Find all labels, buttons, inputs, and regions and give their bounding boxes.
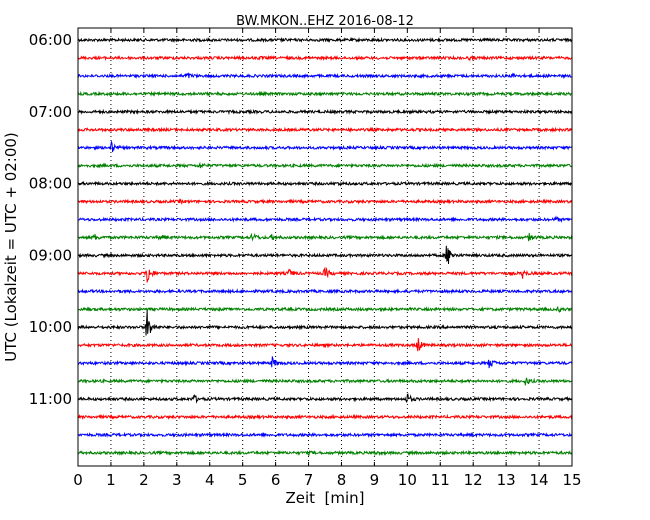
x-tick-label: 13 <box>497 471 516 489</box>
seismogram-trace <box>77 90 573 97</box>
x-tick-label: 12 <box>464 471 483 489</box>
seismogram-trace <box>77 305 573 314</box>
seismogram-trace <box>77 288 573 295</box>
seismogram-trace <box>77 36 573 44</box>
seismogram-trace <box>77 139 573 153</box>
seismogram-trace <box>77 126 573 133</box>
y-axis-label: UTC (Lokalzeit = UTC + 02:00) <box>2 132 20 362</box>
seismogram-trace <box>77 180 573 187</box>
seismogram-trace <box>77 245 573 264</box>
x-tick-label: 6 <box>271 471 281 489</box>
x-tick-label: 11 <box>431 471 450 489</box>
chart-title: BW.MKON..EHZ 2016-08-12 <box>236 14 414 29</box>
seismogram-trace <box>77 198 573 205</box>
y-tick-label: 11:00 <box>29 390 72 408</box>
y-tick-label: 08:00 <box>29 175 72 193</box>
x-tick-label: 2 <box>139 471 149 489</box>
x-tick-label: 3 <box>172 471 182 489</box>
x-tick-label: 15 <box>562 471 581 489</box>
seismogram-trace <box>77 310 573 336</box>
trace-group <box>77 36 573 457</box>
seismogram-trace <box>77 54 573 62</box>
x-tick-label: 14 <box>530 471 549 489</box>
y-tick-label: 07:00 <box>29 103 72 121</box>
seismogram-trace <box>77 161 573 169</box>
y-tick-label: 10:00 <box>29 318 72 336</box>
tick-group: 0 1 2 3 4 5 6 7 8 9 10 11 12 13 14 1506:0007:0008:0009:… <box>29 28 582 489</box>
x-tick-label: 4 <box>205 471 215 489</box>
y-tick-label: 09:00 <box>29 246 72 264</box>
seismogram-trace <box>77 215 573 223</box>
seismogram-trace <box>77 413 573 421</box>
plot-frame <box>77 27 573 467</box>
x-tick-label: 1 <box>106 471 116 489</box>
seismogram-trace <box>77 338 573 352</box>
seismogram-trace <box>77 449 573 457</box>
x-axis-label: Zeit [min] <box>285 489 364 507</box>
seismogram-trace <box>77 356 573 369</box>
seismogram-trace <box>77 232 573 242</box>
seismogram-trace <box>77 108 573 116</box>
seismogram-trace <box>77 377 573 386</box>
x-tick-label: 10 <box>398 471 417 489</box>
seismogram-trace <box>77 266 573 283</box>
x-tick-label: 0 <box>73 471 83 489</box>
seismogram-trace <box>77 393 573 404</box>
x-tick-label: 8 <box>337 471 347 489</box>
seismogram-trace <box>77 431 573 439</box>
x-tick-label: 9 <box>370 471 380 489</box>
seismogram-trace <box>77 72 573 80</box>
y-tick-label: 06:00 <box>29 31 72 49</box>
x-tick-label: 5 <box>238 471 248 489</box>
x-tick-label: 7 <box>304 471 314 489</box>
plot-area <box>78 28 572 466</box>
